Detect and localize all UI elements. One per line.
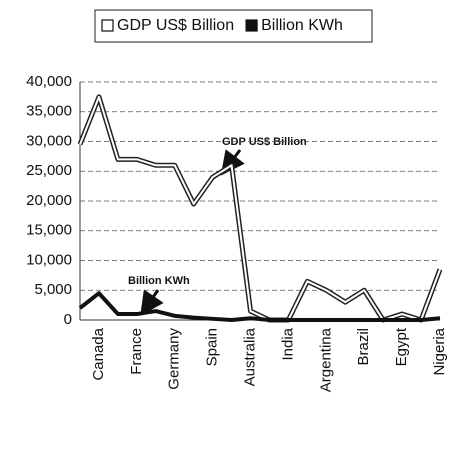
annotation: Billion KWh [128,275,190,287]
y-tick-label: 35,000 [26,103,72,120]
x-tick-label: Argentina [317,327,334,392]
x-tick-label: Nigeria [431,327,448,375]
legend-swatch [245,19,258,32]
legend-box [94,9,373,43]
annotation: GDP US$ Billion [222,136,307,148]
x-tick-label: Egypt [393,327,410,366]
x-tick-label: Canada [90,327,107,380]
y-tick-label: 25,000 [26,162,72,179]
x-tick-label: Germany [166,328,183,390]
y-tick-label: 40,000 [26,73,72,90]
x-tick-label: India [279,327,296,360]
x-tick-label: Australia [241,327,258,386]
y-tick-label: 15,000 [26,222,72,239]
y-tick-label: 10,000 [26,251,72,268]
x-tick-label: Spain [204,328,221,366]
legend-label: GDP US$ Billion [117,17,234,34]
y-tick-label: 5,000 [34,281,72,298]
y-tick-label: 20,000 [26,192,72,209]
line [78,291,441,322]
x-tick-label: France [128,328,145,375]
annotation-arrow [220,149,245,176]
y-tick-label: 30,000 [26,132,72,149]
legend-swatch [101,19,114,32]
x-tick-label: Brazil [355,328,372,366]
legend-label: Billion KWh [261,17,343,34]
y-tick-label: 0 [64,311,72,328]
annotation-arrow [140,289,164,316]
line [79,95,441,321]
